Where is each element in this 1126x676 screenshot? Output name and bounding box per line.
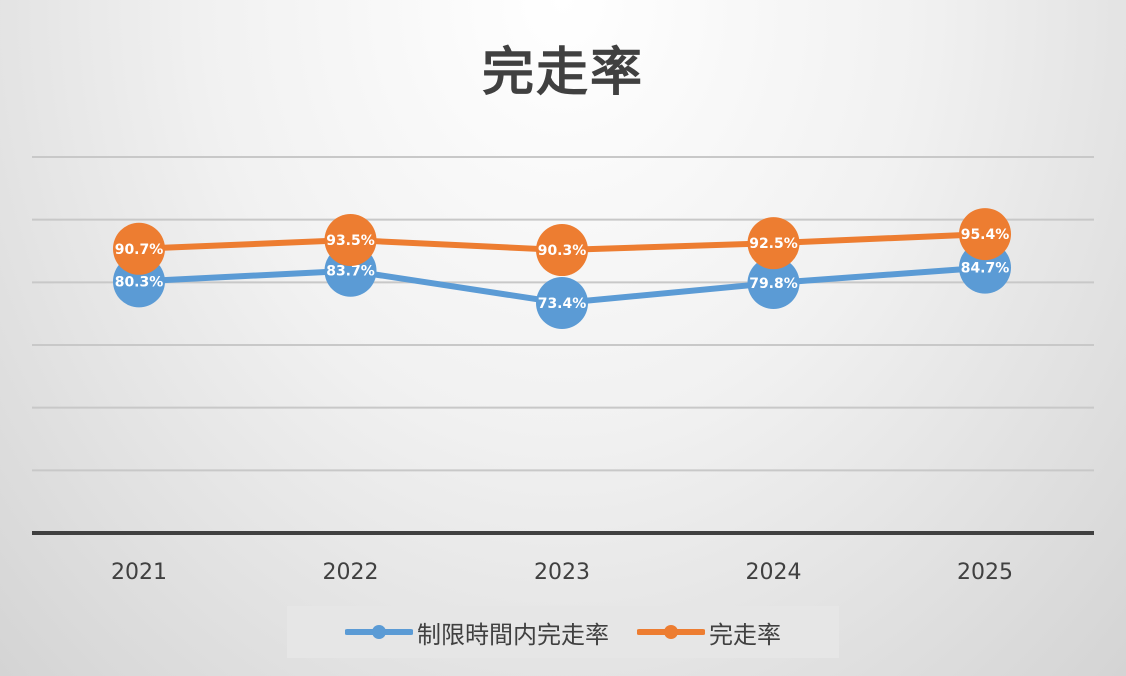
- data-label: 84.7%: [961, 261, 1010, 277]
- x-tick-label: 2022: [323, 560, 379, 585]
- data-markers: 80.3% 83.7% 73.4% 79.8% 84.7% 90.7% 93.5% 90.3%…: [113, 208, 1011, 330]
- data-label: 90.3%: [538, 243, 587, 259]
- x-tick-label: 2023: [534, 560, 590, 585]
- data-point: [959, 208, 1011, 261]
- x-tick-label: 2021: [111, 560, 167, 585]
- legend-label-series-2: 完走率: [709, 620, 781, 649]
- legend-swatch-series-2: [637, 625, 705, 639]
- data-label: 79.8%: [749, 276, 798, 292]
- data-label: 73.4%: [538, 296, 587, 312]
- data-label: 80.3%: [115, 274, 164, 290]
- data-point: [324, 214, 377, 267]
- x-tick-label: 2025: [957, 560, 1013, 585]
- data-point: [536, 277, 588, 330]
- legend-swatch-series-1: [345, 625, 413, 639]
- data-label: 92.5%: [749, 236, 798, 252]
- x-tick-label: 2024: [746, 560, 802, 585]
- data-label: 90.7%: [115, 242, 164, 258]
- data-label: 93.5%: [326, 233, 375, 249]
- x-axis: 2021 2022 2023 2024 2025: [32, 531, 1094, 585]
- legend: 制限時間内完走率 完走率: [287, 606, 839, 658]
- data-label: 83.7%: [326, 264, 375, 280]
- data-label: 95.4%: [961, 227, 1010, 243]
- data-point: [536, 224, 588, 277]
- chart-title: 完走率: [481, 43, 644, 103]
- legend-item-series-1: 制限時間内完走率: [345, 615, 609, 650]
- data-point: [747, 256, 800, 309]
- data-point: [113, 222, 165, 275]
- legend-item-series-2: 完走率: [637, 615, 781, 650]
- legend-label-series-1: 制限時間内完走率: [417, 620, 609, 649]
- data-point: [747, 217, 800, 270]
